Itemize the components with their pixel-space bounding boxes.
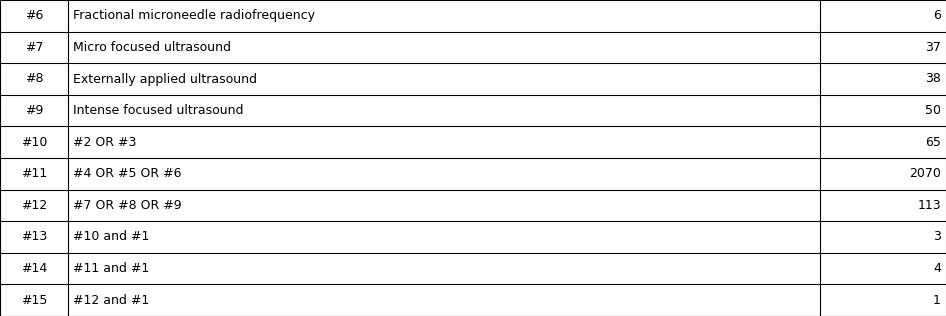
Text: 2070: 2070 [909, 167, 941, 180]
Text: #7: #7 [25, 41, 44, 54]
Text: #11 and #1: #11 and #1 [73, 262, 149, 275]
Text: 37: 37 [925, 41, 941, 54]
Text: #14: #14 [21, 262, 47, 275]
Text: #6: #6 [25, 9, 44, 22]
Text: #10: #10 [21, 136, 47, 149]
Text: 1: 1 [933, 294, 941, 307]
Text: Externally applied ultrasound: Externally applied ultrasound [73, 72, 257, 86]
Text: #11: #11 [21, 167, 47, 180]
Text: 38: 38 [925, 72, 941, 86]
Text: Intense focused ultrasound: Intense focused ultrasound [73, 104, 243, 117]
Text: #8: #8 [25, 72, 44, 86]
Text: #12: #12 [21, 199, 47, 212]
Text: 6: 6 [933, 9, 941, 22]
Text: 65: 65 [925, 136, 941, 149]
Text: #10 and #1: #10 and #1 [73, 230, 149, 244]
Text: Fractional microneedle radiofrequency: Fractional microneedle radiofrequency [73, 9, 315, 22]
Text: #12 and #1: #12 and #1 [73, 294, 149, 307]
Text: #9: #9 [25, 104, 44, 117]
Text: 3: 3 [933, 230, 941, 244]
Text: #2 OR #3: #2 OR #3 [73, 136, 136, 149]
Text: Micro focused ultrasound: Micro focused ultrasound [73, 41, 231, 54]
Text: #7 OR #8 OR #9: #7 OR #8 OR #9 [73, 199, 182, 212]
Text: 4: 4 [933, 262, 941, 275]
Text: #4 OR #5 OR #6: #4 OR #5 OR #6 [73, 167, 182, 180]
Text: #13: #13 [21, 230, 47, 244]
Text: #15: #15 [21, 294, 47, 307]
Text: 50: 50 [925, 104, 941, 117]
Text: 113: 113 [918, 199, 941, 212]
